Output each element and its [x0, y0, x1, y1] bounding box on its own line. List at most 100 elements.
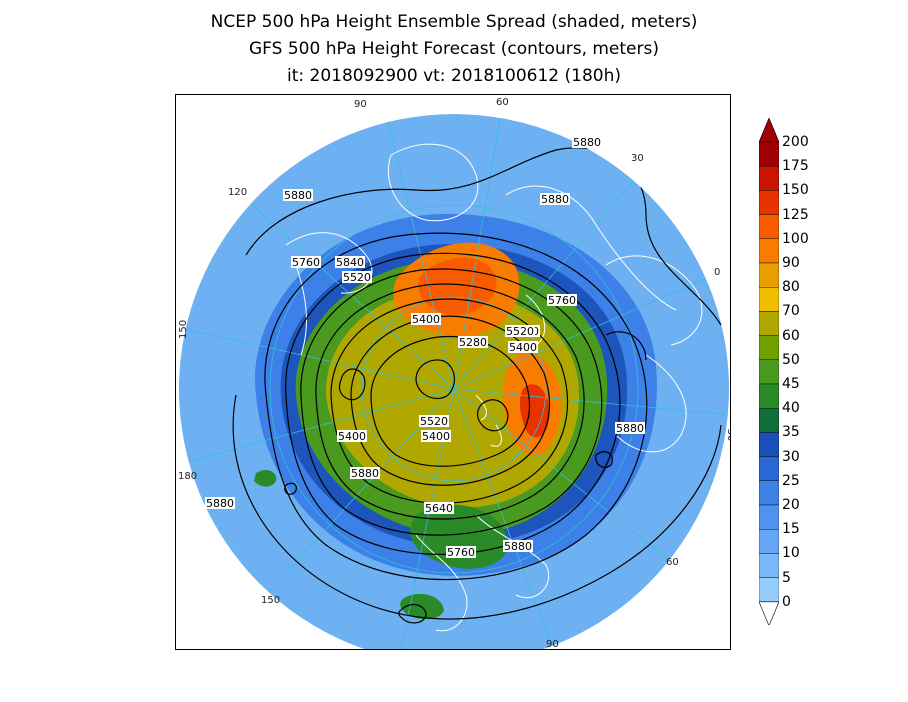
contour-label-box	[205, 497, 235, 509]
height-contours	[232, 147, 722, 624]
lon-label: 150	[178, 320, 189, 339]
colorbar-segment	[759, 408, 779, 433]
contour-label: 5520	[420, 415, 448, 428]
map-frame: 60 30 0 -30 60 90 120 150 180 150 120 90…	[175, 94, 731, 650]
contour-label-box	[291, 256, 321, 268]
colorbar-label: 70	[782, 303, 800, 320]
colorbar-label: 100	[782, 230, 809, 247]
contour-label: 5280	[459, 336, 487, 349]
colorbar-segment	[759, 504, 779, 530]
colorbar-label: 40	[782, 400, 800, 417]
contour-label-box	[572, 136, 602, 148]
title-line-2: GFS 500 hPa Height Forecast (contours, m…	[249, 39, 659, 59]
contour-label-box	[446, 546, 476, 558]
contour-label: 5880	[351, 467, 379, 480]
colorbar-segment	[759, 190, 779, 215]
contour-label-box	[421, 430, 451, 442]
contour-label-box	[424, 502, 454, 514]
contour-label-box	[335, 256, 365, 268]
colorbar-segment	[759, 359, 779, 385]
colorbar-label: 20	[782, 497, 800, 513]
colorbar-segment	[759, 166, 779, 191]
contour-label-box	[508, 341, 538, 353]
contour-label-box	[547, 294, 577, 306]
contour-label: 5760	[447, 546, 475, 559]
colorbar-segment	[759, 141, 779, 167]
colorbar-segment	[759, 383, 779, 409]
colorbar-label: 125	[782, 206, 809, 223]
colorbar-segment	[759, 286, 779, 312]
contour-label: 5880	[573, 136, 601, 149]
lon-label: 30	[631, 153, 644, 164]
colorbar-label: 150	[782, 182, 809, 199]
lon-label: 90	[546, 639, 559, 650]
colorbar-segment	[759, 214, 779, 239]
contour-label: 5640	[425, 502, 453, 515]
colorbar-segment	[759, 335, 779, 361]
colorbar-label: 90	[782, 255, 800, 271]
lon-label: 180	[178, 471, 197, 482]
title-line-3: it: 2018092900 vt: 2018100612 (180h)	[287, 66, 621, 86]
contour-label: 5520	[506, 325, 534, 338]
contour-label: 5760	[548, 294, 576, 307]
contour-label: 5880	[541, 193, 569, 206]
colorbar-label: 15	[782, 521, 800, 538]
colorbar-label: 60	[782, 327, 800, 344]
colorbar-segment	[759, 480, 779, 506]
contour-label: 5880	[616, 422, 644, 435]
colorbar	[759, 118, 779, 625]
contour-label-box	[540, 193, 570, 205]
colorbar-label: 200	[782, 134, 809, 150]
colorbar-label: 45	[782, 376, 800, 392]
colorbar-segment	[759, 432, 779, 457]
lon-label: 0	[714, 267, 720, 278]
colorbar-label: 175	[782, 158, 809, 175]
contour-label: 5520	[343, 271, 371, 284]
colorbar-label: 5	[782, 569, 791, 586]
lon-label: 120	[228, 187, 247, 198]
title-line-1: NCEP 500 hPa Height Ensemble Spread (sha…	[210, 12, 698, 32]
lon-label: 150	[261, 595, 280, 606]
longitude-labels: 60 30 0 -30 60 90 120 150 180 150 120 90	[178, 97, 731, 650]
colorbar-min-arrow	[759, 601, 779, 625]
colorbar-segment	[759, 577, 779, 603]
contour-label: 5880	[206, 497, 234, 510]
contour-label-box	[419, 415, 449, 427]
colorbar-segment	[759, 553, 779, 578]
contour-label-box	[350, 467, 380, 479]
lon-label: 60	[496, 97, 509, 108]
contour-labels: 5880 5880 5880 5880 5880 5880 5880 5760 5760 5760…	[205, 136, 645, 559]
colorbar-label: 10	[782, 545, 800, 562]
contour-label-box	[283, 189, 313, 201]
colorbar-label: 80	[782, 279, 800, 296]
lon-label: 60	[666, 557, 679, 568]
contour-label: 5880	[284, 189, 312, 202]
lon-label: -30	[725, 425, 731, 441]
contour-label: 5840	[336, 256, 364, 269]
contour-label: 5400	[412, 313, 440, 326]
spread-green-south	[410, 504, 508, 569]
contour-label-box	[505, 325, 535, 337]
lon-label: 90	[354, 99, 367, 110]
contour-label-box	[411, 313, 441, 325]
contour-label: 5400	[338, 430, 366, 443]
contour-label: 5760	[292, 256, 320, 269]
colorbar-segment	[759, 238, 779, 264]
contour-label: 5880	[504, 540, 532, 553]
colorbar-segment	[759, 529, 779, 554]
colorbar-segment	[759, 311, 779, 336]
polar-map: 60 30 0 -30 60 90 120 150 180 150 120 90…	[178, 97, 731, 650]
contour-label-box	[458, 336, 488, 348]
contour-label-box	[615, 422, 645, 434]
colorbar-segment	[759, 456, 779, 482]
contour-label-box	[337, 430, 367, 442]
contour-label-box	[342, 271, 372, 283]
colorbar-label: 50	[782, 351, 800, 368]
colorbar-label: 30	[782, 448, 800, 465]
contour-label-box	[503, 540, 533, 552]
colorbar-label: 35	[782, 424, 800, 441]
colorbar-max-arrow	[759, 118, 779, 143]
colorbar-label: 0	[782, 593, 791, 610]
colorbar-segment	[759, 262, 779, 288]
contour-label: 5400	[422, 430, 450, 443]
